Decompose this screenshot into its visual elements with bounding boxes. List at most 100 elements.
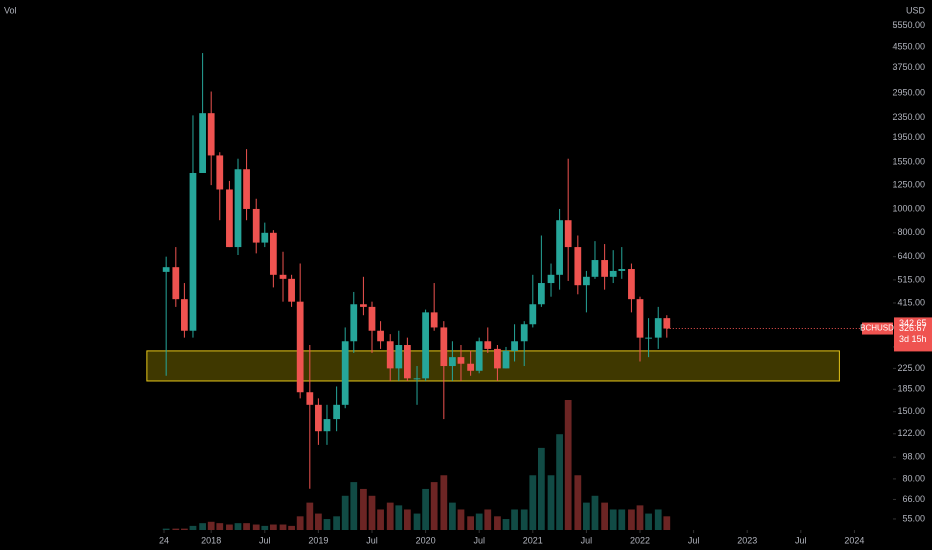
candle-body xyxy=(395,345,403,369)
candle-body xyxy=(601,260,609,277)
volume-bar xyxy=(323,519,331,530)
candle-body xyxy=(475,341,483,371)
x-tick-label: Jul xyxy=(366,535,378,545)
y-tick-label: 1250.00 xyxy=(892,179,925,189)
candle-body xyxy=(574,247,582,286)
candle-body xyxy=(377,330,384,342)
candle-body xyxy=(172,267,180,300)
candle-body xyxy=(494,348,501,369)
y-tick-label: 515.00 xyxy=(897,274,925,284)
candle-body xyxy=(261,232,269,243)
symbol-tag: BCHUSD xyxy=(860,324,894,333)
volume-bar xyxy=(162,528,170,530)
volume-bar xyxy=(494,516,501,530)
candle-body xyxy=(199,113,206,173)
volume-bar xyxy=(333,516,340,530)
volume-bar xyxy=(368,495,376,530)
candle-body xyxy=(350,304,358,342)
volume-bar xyxy=(226,524,233,530)
candle-body xyxy=(226,189,233,248)
x-tick-label: 2018 xyxy=(201,535,221,545)
y-tick-label: 66.00 xyxy=(902,494,925,504)
candle-body xyxy=(628,269,635,300)
volume-bar xyxy=(207,521,215,530)
candle-body xyxy=(216,155,224,190)
candle-body xyxy=(368,306,376,331)
x-tick-label: Jul xyxy=(473,535,485,545)
volume-bar xyxy=(252,524,260,530)
volume-bar xyxy=(440,475,448,530)
candle-body xyxy=(547,274,555,284)
volume-bar xyxy=(564,400,572,530)
volume-bar xyxy=(537,447,545,530)
candle-body xyxy=(333,404,340,420)
x-tick-label: Jul xyxy=(581,535,593,545)
y-tick-label: 640.00 xyxy=(897,251,925,261)
volume-bar xyxy=(296,516,304,530)
volume-bar xyxy=(583,502,590,530)
candle-body xyxy=(591,260,599,277)
candle-body xyxy=(529,304,537,325)
volume-bar xyxy=(350,482,358,530)
high-price-tag: 342.65 xyxy=(899,318,927,328)
volume-bar xyxy=(547,475,555,530)
candle-body xyxy=(645,337,652,339)
candle-body xyxy=(315,404,322,432)
volume-bar xyxy=(269,524,277,530)
candle-body xyxy=(360,304,367,307)
volume-bar xyxy=(403,509,411,530)
volume-bar xyxy=(377,509,384,530)
volume-bar xyxy=(306,502,314,530)
volume-bar xyxy=(288,525,295,530)
candle-body xyxy=(440,327,448,367)
volume-bar xyxy=(395,505,403,530)
candle-body xyxy=(520,324,528,342)
candle-body xyxy=(618,269,626,271)
volume-bar xyxy=(628,509,635,530)
x-tick-label: Jul xyxy=(795,535,807,545)
candle-body xyxy=(467,363,474,371)
candle-body xyxy=(323,419,331,432)
volume-bar xyxy=(457,509,465,530)
candle-body xyxy=(306,392,314,405)
candle-body xyxy=(583,276,590,286)
volume-bar xyxy=(261,525,269,530)
candle-body xyxy=(269,232,277,275)
volume-bar xyxy=(574,475,582,530)
candle-body xyxy=(556,220,563,275)
y-tick-label: 150.00 xyxy=(897,406,925,416)
candle-body xyxy=(663,318,671,329)
candle-body xyxy=(564,220,572,248)
candle-body xyxy=(234,169,242,248)
volume-bar xyxy=(502,519,510,530)
volume-bar xyxy=(475,513,483,530)
y-tick-label: 185.00 xyxy=(897,384,925,394)
volume-bar xyxy=(601,502,609,530)
y-tick-label: 5550.00 xyxy=(892,20,925,30)
volume-bar xyxy=(591,495,599,530)
y-tick-label: 55.00 xyxy=(902,513,925,523)
candle-body xyxy=(609,270,617,277)
volume-bar xyxy=(181,528,188,530)
candle-body xyxy=(457,357,465,364)
candle-body xyxy=(636,299,644,338)
last-price-tag: 326.67 xyxy=(899,323,927,333)
candle-body xyxy=(511,341,518,351)
candle-body xyxy=(430,312,438,328)
volume-bar xyxy=(556,434,563,530)
volume-bar xyxy=(216,523,224,530)
x-tick-label: Jul xyxy=(259,535,271,545)
volume-bar xyxy=(520,509,528,530)
y-tick-label: 3750.00 xyxy=(892,62,925,72)
volume-bar xyxy=(341,495,349,530)
volume-bar xyxy=(484,509,492,530)
x-tick-label: 2024 xyxy=(844,535,864,545)
volume-bar xyxy=(189,525,197,530)
volume-bar xyxy=(663,516,671,530)
volume-bar xyxy=(243,523,250,530)
volume-bar xyxy=(654,509,662,530)
candle-body xyxy=(413,378,421,380)
volume-label: Vol xyxy=(4,5,17,15)
